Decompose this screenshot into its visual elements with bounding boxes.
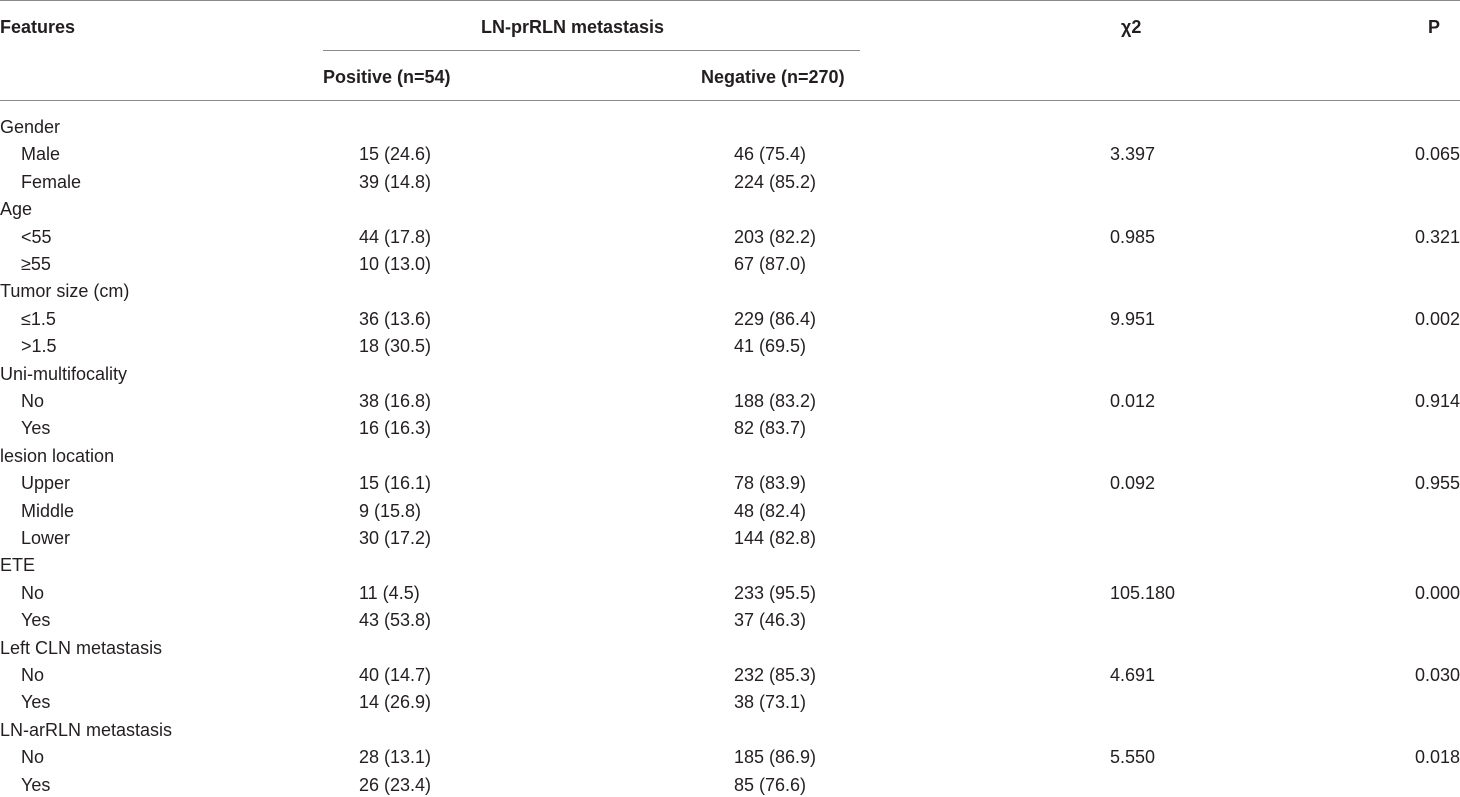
negative-cell: 203 (82.2) [734, 227, 817, 247]
feature-cell: No [21, 747, 45, 767]
p-value-cell: 0.030 [1414, 665, 1460, 685]
negative-cell: 224 (85.2) [734, 172, 817, 192]
negative-cell: 38 (73.1) [734, 692, 807, 712]
feature-cell: Yes [21, 610, 51, 630]
feature-cell: Lower [21, 528, 71, 548]
feature-cell: No [21, 665, 45, 685]
positive-cell: 14 (26.9) [359, 692, 432, 712]
header-positive: Positive (n=54) [323, 67, 451, 87]
feature-cell: Male [21, 144, 61, 164]
header-rule [0, 100, 1460, 101]
negative-cell: 82 (83.7) [734, 418, 807, 438]
feature-cell: No [21, 391, 45, 411]
positive-cell: 38 (16.8) [359, 391, 432, 411]
feature-cell: Upper [21, 473, 71, 493]
feature-cell: Gender [0, 117, 61, 137]
p-value-cell: 0.000 [1414, 583, 1460, 603]
negative-cell: 46 (75.4) [734, 144, 807, 164]
header-group: LN-prRLN metastasis [481, 17, 665, 37]
feature-cell: ≤1.5 [21, 309, 56, 329]
group-span-rule [323, 50, 860, 51]
feature-cell: ≥55 [21, 254, 51, 274]
chi2-cell: 105.180 [1110, 583, 1176, 603]
positive-cell: 43 (53.8) [359, 610, 432, 630]
chi2-cell: 0.092 [1110, 473, 1156, 493]
positive-cell: 26 (23.4) [359, 775, 432, 795]
positive-cell: 36 (13.6) [359, 309, 432, 329]
feature-cell: >1.5 [21, 336, 57, 356]
feature-cell: Tumor size (cm) [0, 281, 130, 301]
positive-cell: 11 (4.5) [359, 583, 420, 603]
chi2-cell: 9.951 [1110, 309, 1156, 329]
chi2-cell: 4.691 [1110, 665, 1156, 685]
p-value-cell: 0.065 [1414, 144, 1460, 164]
positive-cell: 16 (16.3) [359, 418, 432, 438]
p-value-cell: 0.955 [1414, 473, 1460, 493]
feature-cell: Yes [21, 775, 51, 795]
negative-cell: 78 (83.9) [734, 473, 807, 493]
positive-cell: 44 (17.8) [359, 227, 432, 247]
chi2-cell: 0.985 [1110, 227, 1156, 247]
positive-cell: 39 (14.8) [359, 172, 432, 192]
feature-cell: lesion location [0, 446, 115, 466]
negative-cell: 188 (83.2) [734, 391, 817, 411]
p-value-cell: 0.914 [1414, 391, 1460, 411]
header-features: Features [0, 17, 76, 37]
positive-cell: 9 (15.8) [359, 501, 422, 521]
feature-cell: ETE [0, 555, 36, 575]
negative-cell: 48 (82.4) [734, 501, 807, 521]
chi2-cell: 5.550 [1110, 747, 1156, 767]
feature-cell: LN-arRLN metastasis [0, 720, 173, 740]
negative-cell: 229 (86.4) [734, 309, 817, 329]
feature-cell: Age [0, 199, 33, 219]
negative-cell: 232 (85.3) [734, 665, 817, 685]
negative-cell: 185 (86.9) [734, 747, 817, 767]
negative-cell: 37 (46.3) [734, 610, 807, 630]
feature-cell: Uni-multifocality [0, 364, 128, 384]
positive-cell: 10 (13.0) [359, 254, 432, 274]
feature-cell: No [21, 583, 45, 603]
feature-cell: <55 [21, 227, 52, 247]
chi2-cell: 0.012 [1110, 391, 1156, 411]
header-negative: Negative (n=270) [701, 67, 845, 87]
p-value-cell: 0.002 [1414, 309, 1460, 329]
negative-cell: 41 (69.5) [734, 336, 807, 356]
header-chi2: χ2 [1121, 17, 1142, 37]
header-p: P [1428, 17, 1441, 37]
negative-cell: 67 (87.0) [734, 254, 807, 274]
negative-cell: 233 (95.5) [734, 583, 817, 603]
feature-cell: Middle [21, 501, 75, 521]
positive-cell: 15 (24.6) [359, 144, 432, 164]
chi2-cell: 3.397 [1110, 144, 1156, 164]
positive-cell: 40 (14.7) [359, 665, 432, 685]
feature-cell: Left CLN metastasis [0, 638, 163, 658]
p-value-cell: 0.321 [1414, 227, 1460, 247]
negative-cell: 85 (76.6) [734, 775, 807, 795]
top-rule [0, 0, 1460, 1]
feature-cell: Female [21, 172, 82, 192]
negative-cell: 144 (82.8) [734, 528, 817, 548]
p-value-cell: 0.018 [1414, 747, 1460, 767]
positive-cell: 15 (16.1) [359, 473, 432, 493]
feature-cell: Yes [21, 418, 51, 438]
positive-cell: 18 (30.5) [359, 336, 432, 356]
positive-cell: 28 (13.1) [359, 747, 432, 767]
feature-cell: Yes [21, 692, 51, 712]
positive-cell: 30 (17.2) [359, 528, 432, 548]
